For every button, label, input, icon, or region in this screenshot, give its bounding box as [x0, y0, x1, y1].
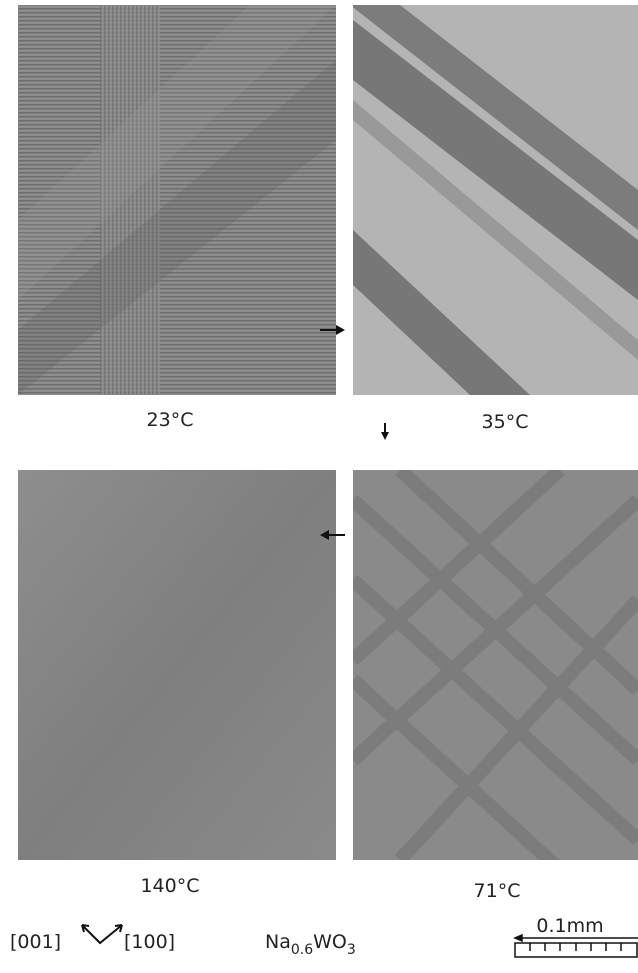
formula-part: 3: [347, 942, 356, 958]
temperature-label: 140°C: [140, 875, 199, 897]
formula-part: 0.6: [291, 942, 313, 958]
scale-label: 0.1mm: [536, 915, 603, 937]
formula-part: Na: [265, 931, 291, 953]
temperature-label: 23°C: [147, 409, 194, 431]
micrograph: [353, 470, 638, 870]
orientation-arrows: [82, 925, 122, 943]
formula-part: WO: [313, 931, 347, 953]
figure: 23°C 35°C 140°C 71°C [001] [100] Na0.6WO…: [0, 0, 638, 973]
micrograph: [350, 5, 638, 395]
axis-label: [001]: [10, 931, 61, 953]
temperature-label: 71°C: [474, 880, 521, 902]
formula: Na0.6WO3: [265, 931, 356, 958]
micrograph: [18, 5, 336, 395]
axis-label: [100]: [124, 931, 175, 953]
micrograph: [18, 470, 336, 860]
scale-bar: [515, 935, 638, 957]
temperature-label: 35°C: [482, 411, 529, 433]
